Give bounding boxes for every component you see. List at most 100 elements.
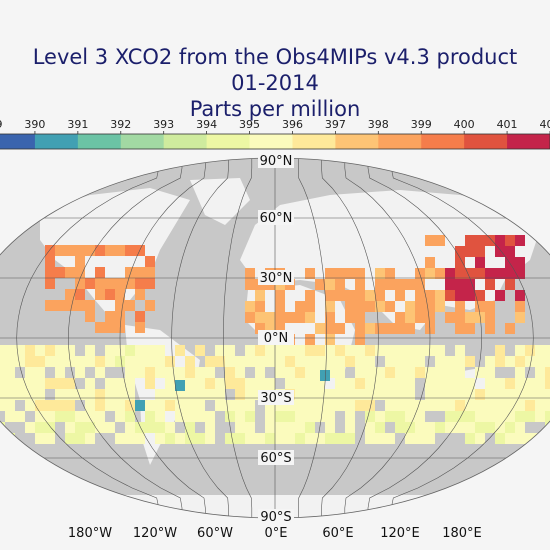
xco2-cell bbox=[115, 278, 125, 289]
xco2-cell bbox=[335, 433, 345, 444]
xco2-cell bbox=[435, 345, 445, 356]
xco2-cell bbox=[365, 290, 375, 301]
xco2-cell bbox=[545, 345, 550, 356]
xco2-cell bbox=[105, 289, 115, 300]
xco2-cell bbox=[65, 433, 75, 444]
xco2-cell bbox=[505, 246, 515, 257]
xco2-cell bbox=[95, 289, 105, 300]
map-title: Level 3 XCO2 from the Obs4MIPs v4.3 prod… bbox=[32, 45, 518, 69]
xco2-cell bbox=[245, 268, 255, 279]
xco2-cell bbox=[465, 378, 475, 389]
xco2-cell bbox=[375, 323, 385, 334]
xco2-cell bbox=[115, 289, 125, 300]
xco2-cell bbox=[155, 367, 165, 378]
xco2-cell bbox=[415, 422, 425, 433]
xco2-cell bbox=[375, 268, 385, 279]
xco2-cell bbox=[335, 323, 345, 334]
xco2-cell bbox=[475, 268, 485, 279]
colorbar-segment bbox=[0, 134, 36, 149]
xco2-cell bbox=[5, 389, 15, 400]
xco2-cell bbox=[215, 400, 225, 411]
meridian-line bbox=[344, 158, 431, 518]
latitude-labels: 90°N 60°N 30°N 0°N 30°S 60°S 90°S bbox=[258, 153, 294, 525]
xco2-cell bbox=[395, 367, 405, 378]
xco2-cell bbox=[65, 289, 75, 300]
xco2-cell bbox=[405, 433, 415, 444]
xco2-cell bbox=[85, 400, 95, 411]
meridian-line bbox=[367, 158, 483, 518]
xco2-cell bbox=[35, 345, 45, 356]
xco2-cell bbox=[455, 400, 465, 411]
xco2-cell bbox=[425, 268, 435, 279]
xco2-cell bbox=[415, 279, 425, 290]
xco2-cell bbox=[255, 356, 265, 367]
xco2-cell bbox=[365, 378, 375, 389]
meridian-line bbox=[222, 158, 253, 518]
xco2-cell bbox=[125, 356, 135, 367]
meridian-line bbox=[321, 158, 379, 518]
xco2-cell bbox=[285, 356, 295, 367]
xco2-cell bbox=[455, 257, 465, 268]
xco2-cell bbox=[415, 345, 425, 356]
xco2-cell bbox=[245, 301, 255, 312]
xco2-cell bbox=[425, 257, 435, 268]
xco2-cell bbox=[345, 400, 355, 411]
xco2-cell bbox=[215, 356, 225, 367]
xco2-cell bbox=[65, 389, 75, 400]
xco2-cell bbox=[335, 389, 345, 400]
xco2-cell bbox=[125, 267, 135, 278]
xco2-cell bbox=[345, 411, 355, 422]
xco2-cell bbox=[185, 389, 195, 400]
xco2-cell bbox=[245, 411, 255, 422]
xco2-cell bbox=[265, 356, 275, 367]
xco2-cell bbox=[45, 256, 55, 267]
xco2-cell bbox=[415, 433, 425, 444]
xco2-cell bbox=[525, 356, 535, 367]
xco2-cell bbox=[145, 345, 155, 356]
xco2-cell bbox=[255, 378, 265, 389]
xco2-cell bbox=[305, 312, 315, 323]
lon-label: 120°W bbox=[133, 526, 177, 541]
xco2-cell bbox=[395, 389, 405, 400]
xco2-cell bbox=[485, 378, 495, 389]
xco2-cell bbox=[515, 268, 525, 279]
xco2-cell bbox=[105, 311, 115, 322]
xco2-cell bbox=[515, 367, 525, 378]
xco2-cell bbox=[105, 378, 115, 389]
xco2-cell bbox=[305, 334, 315, 345]
xco2-cell bbox=[65, 345, 75, 356]
xco2-cell bbox=[345, 356, 355, 367]
xco2-cell bbox=[475, 246, 485, 257]
xco2-cell bbox=[445, 411, 455, 422]
xco2-cell bbox=[235, 400, 245, 411]
xco2-cell bbox=[335, 345, 345, 356]
xco2-cell bbox=[415, 312, 425, 323]
meridian-line bbox=[171, 158, 229, 518]
xco2-cell bbox=[0, 400, 5, 411]
xco2-cell bbox=[415, 411, 425, 422]
xco2-cell bbox=[405, 279, 415, 290]
xco2-cell bbox=[75, 367, 85, 378]
xco2-cell bbox=[355, 312, 365, 323]
xco2-cell bbox=[375, 411, 385, 422]
xco2-cell bbox=[385, 411, 395, 422]
xco2-cell bbox=[435, 422, 445, 433]
xco2-cell bbox=[255, 433, 265, 444]
xco2-cell bbox=[545, 400, 550, 411]
xco2-cell bbox=[485, 312, 495, 323]
xco2-cell bbox=[545, 378, 550, 389]
xco2-cell bbox=[125, 378, 135, 389]
lat-label-bg bbox=[258, 270, 294, 285]
xco2-cell bbox=[465, 422, 475, 433]
xco2-cell bbox=[75, 389, 85, 400]
xco2-cell bbox=[115, 389, 125, 400]
xco2-cell bbox=[305, 422, 315, 433]
xco2-cell bbox=[485, 301, 495, 312]
xco2-cell bbox=[425, 235, 435, 246]
xco2-cell bbox=[445, 389, 455, 400]
xco2-cell bbox=[465, 235, 475, 246]
xco2-cell bbox=[5, 411, 15, 422]
xco2-cell bbox=[355, 290, 365, 301]
xco2-cell bbox=[55, 378, 65, 389]
xco2-cell bbox=[55, 345, 65, 356]
